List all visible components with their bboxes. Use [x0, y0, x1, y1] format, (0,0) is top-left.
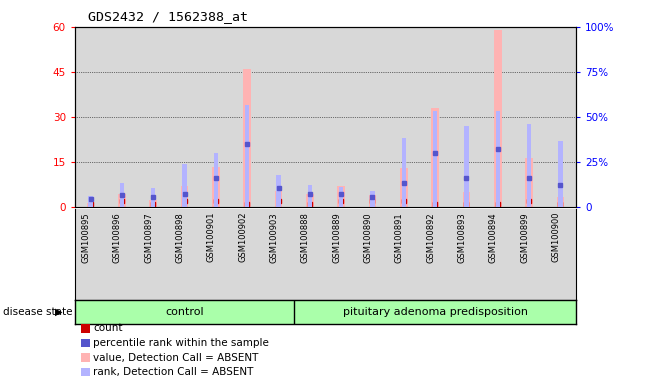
Text: GSM100900: GSM100900 [551, 212, 561, 263]
Text: ▶: ▶ [55, 307, 62, 317]
Bar [120, 183, 124, 207]
Bar [243, 69, 251, 207]
Text: GSM100888: GSM100888 [301, 212, 310, 263]
Text: GSM100889: GSM100889 [332, 212, 341, 263]
Text: GSM100903: GSM100903 [270, 212, 279, 263]
Text: GSM100897: GSM100897 [144, 212, 153, 263]
Text: GSM100898: GSM100898 [176, 212, 184, 263]
Text: GSM100895: GSM100895 [81, 212, 90, 263]
Text: GSM100890: GSM100890 [363, 212, 372, 263]
Bar [495, 111, 500, 207]
Bar [306, 194, 314, 207]
Bar [149, 200, 157, 207]
Bar [464, 126, 469, 207]
Text: GSM100896: GSM100896 [113, 212, 122, 263]
Bar [527, 124, 531, 207]
Bar [87, 203, 94, 207]
Bar [182, 164, 187, 207]
Bar [402, 138, 406, 207]
Bar [337, 186, 345, 207]
Bar [368, 195, 376, 207]
Text: disease state: disease state [3, 307, 73, 317]
Text: GSM100891: GSM100891 [395, 212, 404, 263]
Bar [118, 194, 126, 207]
Text: GDS2432 / 1562388_at: GDS2432 / 1562388_at [88, 10, 248, 23]
Bar [463, 192, 471, 207]
Bar [431, 108, 439, 207]
Bar [400, 168, 408, 207]
Bar [525, 158, 533, 207]
Text: GSM100894: GSM100894 [489, 212, 498, 263]
Text: value, Detection Call = ABSENT: value, Detection Call = ABSENT [93, 353, 258, 362]
Bar [277, 175, 281, 207]
Text: GSM100902: GSM100902 [238, 212, 247, 263]
Text: pituitary adenoma predisposition: pituitary adenoma predisposition [342, 307, 528, 317]
Text: GSM100893: GSM100893 [458, 212, 467, 263]
Bar [180, 186, 188, 207]
Bar [308, 185, 312, 207]
Bar [214, 153, 218, 207]
Bar [433, 111, 437, 207]
Text: GSM100901: GSM100901 [207, 212, 216, 263]
Text: control: control [165, 307, 204, 317]
Text: percentile rank within the sample: percentile rank within the sample [93, 338, 269, 348]
Bar [370, 191, 374, 207]
Bar [151, 189, 156, 207]
Bar [245, 105, 249, 207]
Bar [557, 197, 564, 207]
Bar [494, 30, 502, 207]
Text: GSM100892: GSM100892 [426, 212, 435, 263]
Text: count: count [93, 323, 122, 333]
Bar [212, 167, 220, 207]
Bar [89, 195, 92, 207]
Bar [339, 187, 343, 207]
Bar [559, 141, 562, 207]
Text: GSM100899: GSM100899 [520, 212, 529, 263]
Bar [275, 191, 283, 207]
Text: rank, Detection Call = ABSENT: rank, Detection Call = ABSENT [93, 367, 253, 377]
